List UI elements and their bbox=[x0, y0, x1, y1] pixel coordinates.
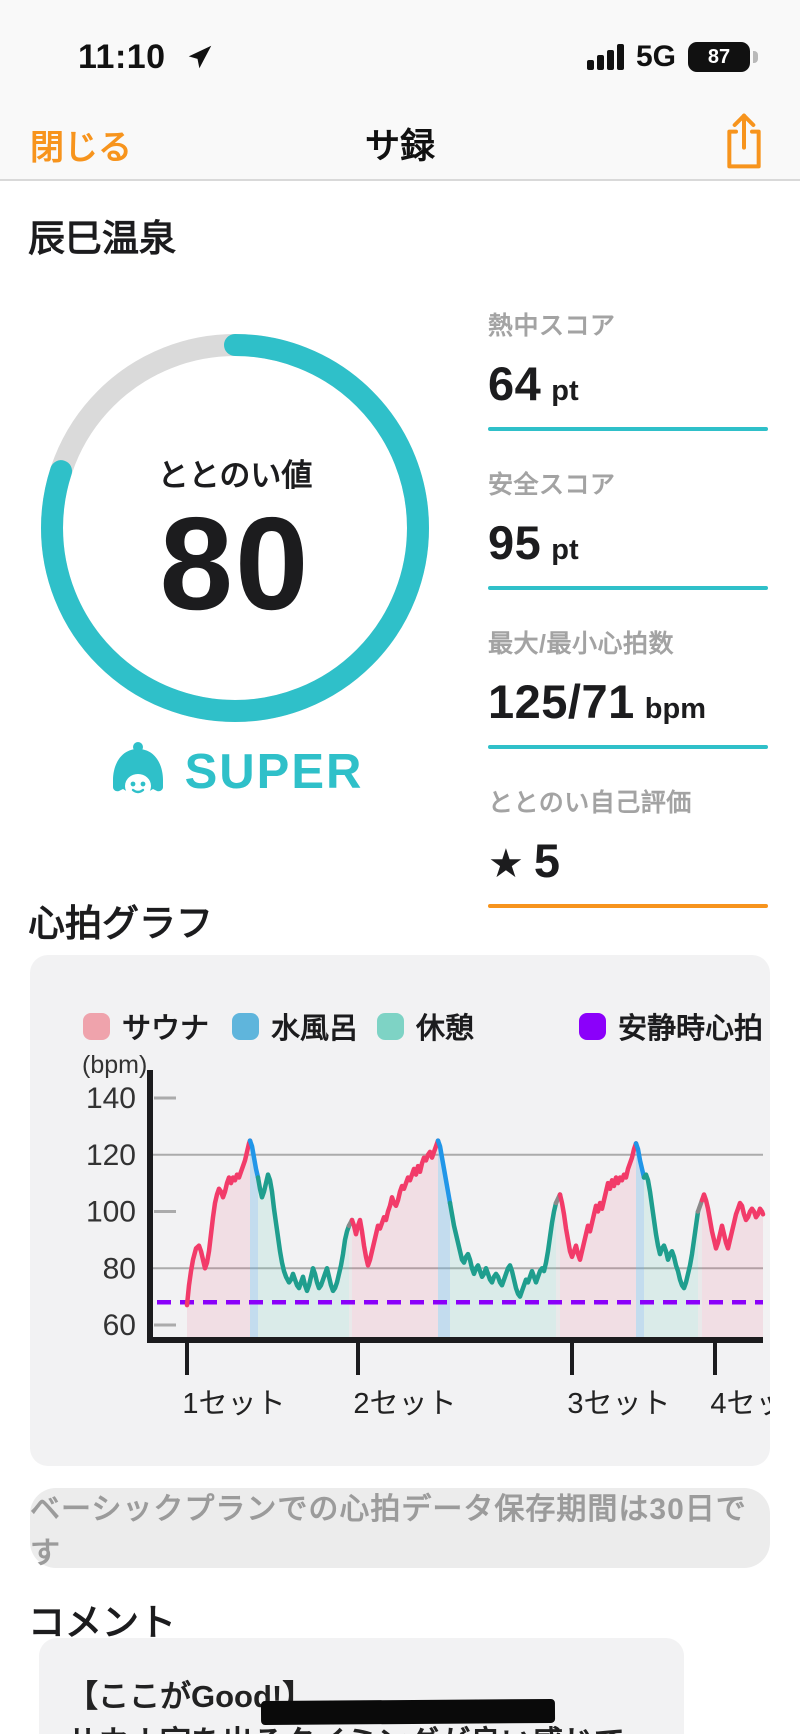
hr-line-cold_bath bbox=[633, 1141, 647, 1180]
x-tick-label-4: 4セット bbox=[710, 1388, 770, 1420]
x-tick-label-2: 2セット bbox=[353, 1388, 456, 1420]
hr-line-sauna bbox=[699, 1192, 766, 1251]
y-tick-label-140: 140 bbox=[86, 1082, 136, 1115]
gauge-label: ととのい値 bbox=[157, 458, 313, 494]
y-axis-unit-label: (bpm) bbox=[82, 1051, 148, 1079]
battery-percent: 87 bbox=[707, 45, 731, 68]
hr-line-sauna bbox=[184, 1138, 253, 1308]
stat-unit: bpm bbox=[644, 693, 706, 725]
rating-label: SUPER bbox=[184, 745, 364, 799]
y-axis bbox=[147, 1070, 153, 1343]
hr-area-transition bbox=[349, 1220, 352, 1337]
top-bar: 11:10 5G 87 閉じる サ録 bbox=[0, 0, 800, 181]
totonoi-gauge: ととのい値 80 bbox=[35, 328, 435, 728]
page-title: サ録 bbox=[364, 127, 435, 166]
heart-rate-section-title: 心拍グラフ bbox=[28, 903, 213, 944]
heart-rate-chart: 140 120 100 80 60 1セット 2セット 3セット 4セット bbox=[86, 1070, 770, 1420]
stat-unit: pt bbox=[551, 534, 579, 566]
status-time: 11:10 bbox=[78, 38, 166, 76]
legend-swatch-sauna bbox=[83, 1012, 110, 1040]
stat-underline bbox=[488, 904, 768, 908]
x-tick-4 bbox=[713, 1337, 717, 1375]
hr-area-cold_bath bbox=[250, 1140, 258, 1337]
plan-notice-pill: ベーシックプランでの心拍データ保存期間は30日です bbox=[30, 1488, 770, 1570]
facility-name: 辰巳温泉 bbox=[28, 218, 176, 259]
redaction-bar bbox=[260, 1698, 556, 1726]
stat-label: 最大/最小心拍数 bbox=[488, 630, 674, 658]
stat-self-rating: ととのい自己評価 ★ 5 bbox=[488, 783, 768, 908]
stat-underline bbox=[488, 586, 768, 590]
hr-line-cold_bath bbox=[435, 1138, 453, 1206]
gauge-value: 80 bbox=[159, 490, 311, 638]
stat-max-min-heart-rate: 最大/最小心拍数 125/71 bpm bbox=[488, 624, 768, 749]
gauge-ring bbox=[41, 334, 429, 722]
gauge-center: ととのい値 80 bbox=[35, 328, 435, 728]
legend-item-rest: 休憩 bbox=[377, 1005, 474, 1047]
stat-underline bbox=[488, 745, 768, 749]
hr-line-rest bbox=[447, 1200, 559, 1299]
gauge-progress-arc bbox=[41, 334, 429, 722]
stat-heat-score: 熱中スコア 64 pt bbox=[488, 306, 768, 431]
stat-unit: pt bbox=[551, 375, 579, 407]
hr-line-sauna bbox=[349, 1138, 441, 1268]
x-tick-label-1: 1セット bbox=[182, 1388, 285, 1420]
stat-safety-score: 安全スコア 95 pt bbox=[488, 465, 768, 590]
hr-line-sauna bbox=[557, 1141, 639, 1262]
comment-line-2: サウナ室を出るタイミングが良い感じです。 bbox=[67, 1720, 656, 1734]
legend-item-sauna: サウナ bbox=[83, 1005, 209, 1047]
x-tick-3 bbox=[570, 1337, 574, 1375]
sauna-hat-icon bbox=[112, 742, 163, 798]
rating-row: SUPER bbox=[35, 740, 435, 804]
hr-line-rest bbox=[255, 1172, 352, 1294]
status-bar: 11:10 5G 87 bbox=[0, 30, 800, 86]
stat-value: 95 bbox=[488, 516, 542, 569]
hr-area-sauna bbox=[560, 1143, 636, 1337]
hr-line-rest bbox=[641, 1172, 701, 1291]
stat-value: 5 bbox=[533, 834, 561, 887]
hr-area-sauna bbox=[352, 1140, 438, 1337]
y-tick-label-100: 100 bbox=[86, 1196, 136, 1229]
star-icon: ★ bbox=[488, 842, 524, 886]
stat-value: 64 bbox=[488, 357, 542, 410]
y-tick-label-80: 80 bbox=[103, 1252, 136, 1285]
legend-item-resting-hr: 安静時心拍 bbox=[579, 1005, 763, 1047]
legend-swatch-cold-bath bbox=[232, 1012, 259, 1040]
stat-label: ととのい自己評価 bbox=[488, 789, 692, 817]
x-tick-1 bbox=[185, 1337, 189, 1375]
close-button[interactable]: 閉じる bbox=[30, 129, 132, 167]
legend-swatch-rest bbox=[377, 1012, 404, 1040]
signal-strength-icon bbox=[586, 44, 624, 70]
stat-underline bbox=[488, 427, 768, 431]
y-tick-label-60: 60 bbox=[103, 1309, 136, 1342]
legend-swatch-resting-hr bbox=[579, 1012, 606, 1040]
comment-section-title: コメント bbox=[28, 1602, 176, 1643]
x-axis bbox=[147, 1337, 763, 1343]
hr-area-cold_bath bbox=[636, 1143, 644, 1337]
hr-line-cold_bath bbox=[247, 1138, 261, 1180]
y-tick-label-120: 120 bbox=[86, 1139, 136, 1172]
x-tick-2 bbox=[356, 1337, 360, 1375]
stats-column: 熱中スコア 64 pt 安全スコア 95 pt 最大/最小心拍数 125/71 bpm… bbox=[488, 306, 768, 908]
comment-card: 【ここがGood!】 サウナ室を出るタイミングが良い感じです。 bbox=[39, 1638, 684, 1734]
hr-area-sauna bbox=[187, 1140, 250, 1337]
stat-label: 熱中スコア bbox=[488, 312, 616, 340]
network-type-label: 5G bbox=[635, 40, 676, 73]
navigation-bar: 閉じる サ録 bbox=[0, 112, 800, 172]
hr-area-transition bbox=[556, 1194, 560, 1337]
legend-item-cold-bath: 水風呂 bbox=[232, 1005, 358, 1047]
heart-rate-chart-card: サウナ 水風呂 休憩 安静時心拍 (bpm) 140 120 100 80 60 1セット… bbox=[30, 955, 770, 1466]
x-tick-label-3: 3セット bbox=[567, 1388, 670, 1420]
stat-label: 安全スコア bbox=[488, 471, 616, 499]
stat-value: 125/71 bbox=[488, 675, 635, 728]
location-arrow-icon bbox=[188, 45, 212, 69]
plan-notice-text: ベーシックプランでの心拍データ保存期間は30日です bbox=[30, 1493, 747, 1570]
status-icons: 5G 87 bbox=[586, 40, 758, 74]
battery-icon: 87 bbox=[688, 42, 758, 72]
share-button[interactable] bbox=[720, 110, 768, 172]
hr-area-rest bbox=[258, 1174, 349, 1337]
